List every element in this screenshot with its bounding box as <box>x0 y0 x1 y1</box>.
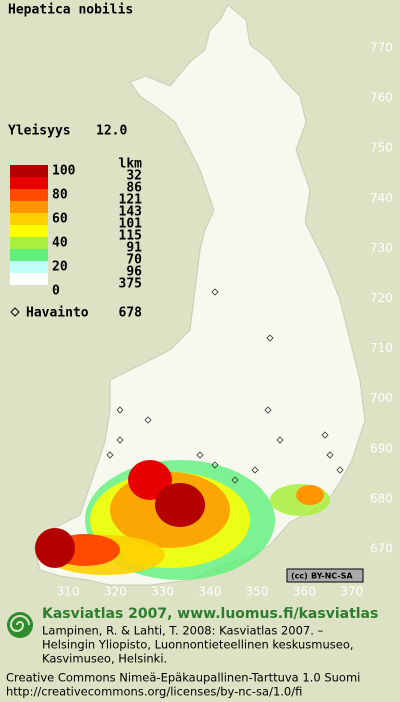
observation-marker <box>326 451 334 459</box>
legend-scale-label: 20 <box>52 260 68 275</box>
observation-marker <box>276 436 284 444</box>
legend-swatch <box>10 213 48 225</box>
observation-marker <box>116 436 124 444</box>
logo <box>7 612 33 638</box>
legend-count: 91 <box>126 241 142 256</box>
legend-scale-label: 40 <box>52 236 68 251</box>
legend-count: 32 <box>126 169 142 184</box>
distribution-blobs <box>35 460 330 580</box>
grid-x-label: 320 <box>104 585 127 599</box>
legend-swatch <box>10 261 48 273</box>
observation-label: Havainto <box>26 306 89 321</box>
grid-x-label: 310 <box>57 585 80 599</box>
footer-heading: Kasviatlas 2007, www.luomus.fi/kasviatla… <box>42 606 378 622</box>
legend-swatch <box>10 237 48 249</box>
legend-swatch <box>10 201 48 213</box>
license-line: Creative Commons Nimeä-Epäkaupallinen-Ta… <box>6 671 360 685</box>
count-header: lkm <box>119 157 143 172</box>
observation-marker <box>106 451 114 459</box>
legend-swatch <box>10 225 48 237</box>
grid-y-label: 670 <box>370 542 393 556</box>
observation-marker <box>336 466 344 474</box>
citation-line: Lampinen, R. & Lahti, T. 2008: Kasviatla… <box>42 624 324 638</box>
grid-y-label: 700 <box>370 391 393 405</box>
observation-marker <box>264 406 272 414</box>
grid-x-label: 360 <box>293 585 316 599</box>
observation-marker <box>266 334 274 342</box>
legend-count: 70 <box>126 253 142 268</box>
grid-y-label: 730 <box>370 241 393 255</box>
legend-scale-label: 60 <box>52 212 68 227</box>
license-badge-box <box>286 568 364 583</box>
grid-y-label: 720 <box>370 291 393 305</box>
license-badge: BY-NC-SA <box>311 572 353 581</box>
grid-y-label: 760 <box>370 91 393 105</box>
observation-icon <box>10 307 20 317</box>
grid-y-label: 770 <box>370 41 393 55</box>
legend-count: 143 <box>119 205 142 220</box>
legend-count: 101 <box>119 217 143 232</box>
observation-marker <box>251 466 259 474</box>
legend-count: 96 <box>126 265 142 280</box>
legend-count: 115 <box>119 229 142 244</box>
observation-marker <box>196 451 204 459</box>
observation-marker <box>211 288 219 296</box>
observation-marker <box>231 476 239 484</box>
legend-swatch <box>10 165 48 177</box>
legend-swatch <box>10 273 48 285</box>
legend-scale-label: 0 <box>52 284 60 299</box>
grid-y-label: 690 <box>370 441 393 455</box>
citation-line: Kasvimuseo, Helsinki. <box>42 652 167 666</box>
frequency-value: 12.0 <box>96 124 127 139</box>
grid-labels: 770 760 750 740 730 720 710 700 690 680 670 310 320 3… <box>57 41 393 599</box>
observation-marker <box>211 461 219 469</box>
legend-scale-label: 80 <box>52 188 68 203</box>
legend-count: 375 <box>119 277 142 292</box>
grid-y-label: 750 <box>370 141 393 155</box>
cc-icon: (cc) <box>291 572 308 581</box>
citation-line: Helsingin Yliopisto, Luonnontieteellinen… <box>42 638 354 652</box>
observation-marker <box>116 406 124 414</box>
legend-count: 86 <box>126 181 142 196</box>
legend-swatch <box>10 249 48 261</box>
species-title: Hepatica nobilis <box>8 3 133 18</box>
grid-x-label: 340 <box>198 585 221 599</box>
grid-x-label: 370 <box>340 585 363 599</box>
grid-x-label: 330 <box>151 585 174 599</box>
frequency-label: Yleisyys <box>8 124 71 139</box>
grid-y-label: 710 <box>370 341 393 355</box>
observation-marker <box>321 431 329 439</box>
legend-swatch <box>10 189 48 201</box>
grid-x-label: 350 <box>246 585 269 599</box>
license-line: http://creativecommons.org/licenses/by-n… <box>6 685 302 699</box>
grid-y-label: 740 <box>370 191 393 205</box>
observation-count: 678 <box>119 306 143 321</box>
observation-marker <box>144 416 152 424</box>
grid-y-label: 680 <box>370 491 393 505</box>
legend-swatch <box>10 177 48 189</box>
legend-scale-label: 100 <box>52 164 76 179</box>
legend-count: 121 <box>119 193 143 208</box>
